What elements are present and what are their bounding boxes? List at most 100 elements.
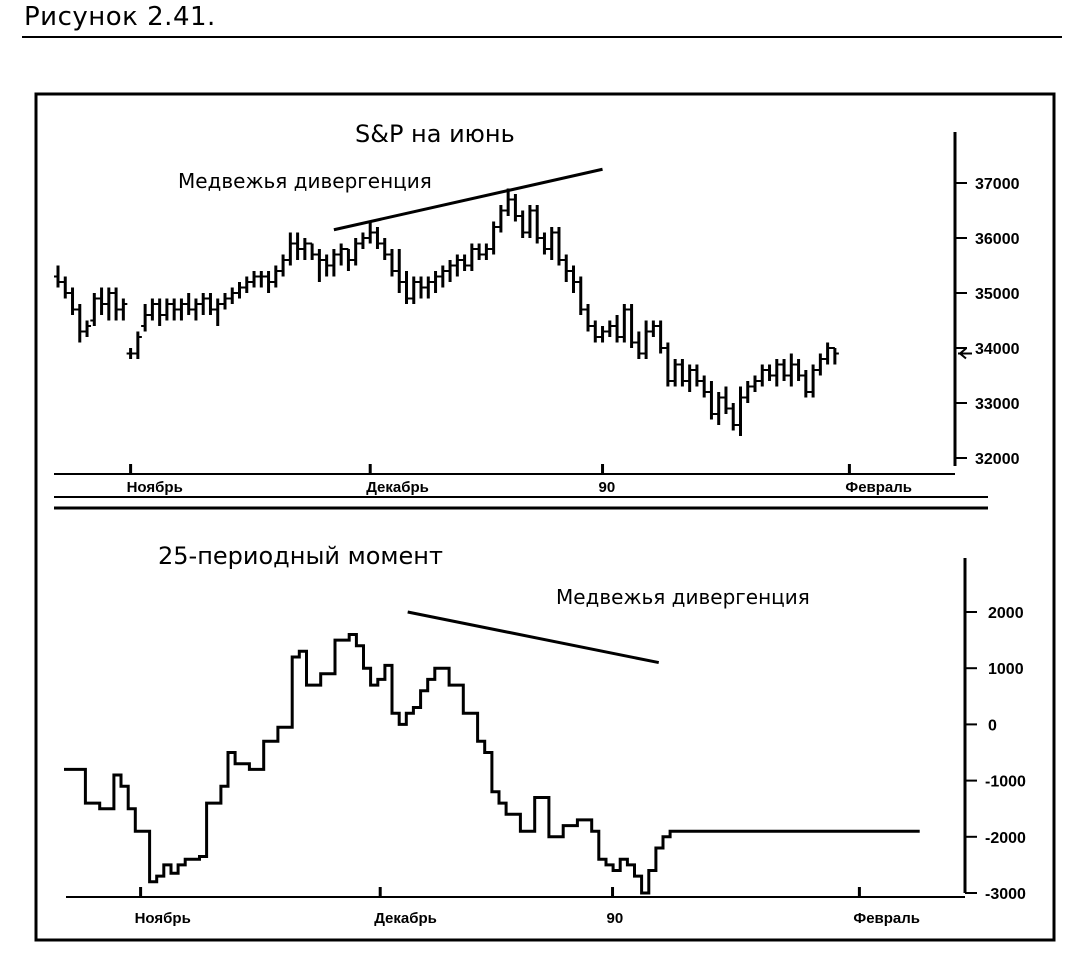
price-bar [322, 254, 331, 277]
price-bar [119, 298, 128, 321]
price-bar [511, 194, 520, 222]
price-bar [772, 359, 781, 387]
price-bar [264, 271, 273, 293]
momentum-chart-title: 25-периодный момент [158, 542, 443, 570]
price-bar [562, 254, 571, 282]
price-bar [337, 243, 346, 266]
price-y-tick-label: 34000 [975, 341, 1020, 358]
price-bar [228, 287, 237, 304]
price-bar [184, 293, 193, 315]
momentum-divergence-label: Медвежья дивергенция [556, 585, 810, 609]
price-bar [235, 282, 244, 299]
price-bar [431, 271, 440, 293]
price-chart-title: S&P на июнь [355, 120, 515, 148]
price-bar [700, 375, 709, 398]
price-y-tick-label: 37000 [975, 176, 1020, 193]
price-bar [787, 353, 796, 387]
price-bar [816, 353, 825, 376]
price-bar [54, 265, 62, 288]
price-bar [496, 205, 505, 233]
price-bar [402, 271, 411, 304]
price-bar [329, 249, 338, 277]
price-bar [620, 304, 629, 343]
momentum-y-tick-label: -3000 [985, 886, 1026, 903]
price-y-tick-label: 35000 [975, 286, 1020, 303]
price-bar [438, 265, 447, 288]
momentum-x-tick-label: Декабрь [374, 910, 437, 927]
price-bar [692, 364, 701, 387]
price-bar [533, 205, 542, 244]
price-bar [358, 232, 367, 249]
momentum-y-tick-label: 1000 [988, 661, 1024, 678]
price-bar [257, 271, 266, 288]
price-bar [809, 364, 818, 398]
price-bar [765, 364, 774, 381]
price-bar [446, 260, 455, 282]
price-bar [177, 298, 186, 321]
momentum-x-tick-label: 90 [607, 910, 624, 927]
price-bar [97, 287, 106, 315]
price-bar [162, 298, 171, 321]
price-bar [141, 304, 150, 332]
figure-frame [34, 92, 1056, 942]
price-y-ticks: 37000 36000 35000 34000 33000 32000 [955, 176, 1020, 468]
price-bar [467, 243, 476, 271]
price-bar [104, 287, 113, 321]
momentum-y-tick-label: 0 [988, 717, 997, 734]
last-price-arrow-icon [958, 347, 972, 360]
price-bar [409, 276, 418, 304]
price-bar [242, 276, 251, 293]
price-bar [460, 254, 469, 271]
price-bar [569, 265, 578, 293]
caption-rule [22, 36, 1062, 38]
momentum-y-ticks: 2000 1000 0 -1000 -2000 -3000 [965, 605, 1026, 903]
price-bar [736, 386, 745, 436]
momentum-y-tick-label: 2000 [988, 605, 1024, 622]
price-bar [300, 238, 309, 260]
figure-caption: Рисунок 2.41. [24, 2, 216, 32]
price-bar [133, 331, 142, 359]
price-bar [199, 293, 208, 315]
price-bar [250, 271, 259, 288]
price-bar [678, 359, 687, 387]
momentum-x-tick-label: Ноябрь [135, 910, 191, 927]
price-bar [584, 304, 593, 332]
price-bar [743, 381, 752, 403]
price-y-tick-label: 33000 [975, 396, 1020, 413]
price-bar [525, 205, 534, 238]
price-bar [417, 276, 426, 299]
price-bar [213, 298, 222, 326]
price-bar [380, 238, 389, 260]
price-bar [729, 403, 738, 431]
price-bar [475, 243, 484, 260]
price-x-ticks: Ноябрь Декабрь 90 Февраль [127, 464, 912, 496]
price-bar [191, 298, 200, 321]
price-bar [271, 265, 280, 288]
price-bar [293, 232, 302, 260]
price-bar [794, 359, 803, 381]
price-bar [780, 359, 789, 381]
price-bar [627, 304, 636, 348]
price-bar [68, 287, 77, 315]
price-bar [591, 320, 600, 343]
price-bar [714, 392, 723, 425]
price-x-tick-label: 90 [599, 479, 616, 496]
price-bar [206, 293, 215, 315]
price-bar [308, 242, 317, 260]
price-bar [830, 347, 839, 365]
price-bar [220, 293, 229, 310]
price-y-tick-label: 32000 [975, 451, 1020, 468]
price-bar [351, 238, 360, 266]
price-bar [61, 276, 70, 299]
momentum-x-ticks: Ноябрь Декабрь 90 Февраль [135, 887, 920, 927]
price-bar [395, 249, 404, 293]
price-bar [112, 287, 121, 321]
price-bar [751, 375, 760, 392]
price-bar [540, 232, 549, 255]
price-bar [649, 320, 658, 337]
price-bar [482, 243, 491, 260]
price-bar [642, 320, 651, 359]
momentum-x-tick-label: Февраль [853, 910, 920, 927]
price-bar [518, 210, 527, 238]
price-bar [344, 248, 353, 271]
